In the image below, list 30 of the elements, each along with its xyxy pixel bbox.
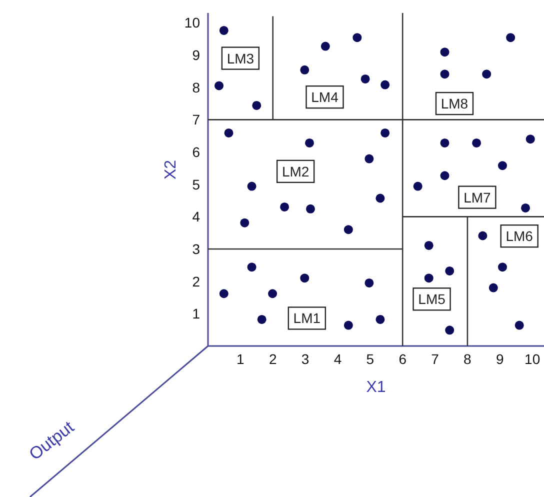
x-tick-label: 6 [398,350,407,367]
annotation: LM2 [282,163,310,180]
x-tick-label: 3 [301,350,310,367]
y-tick-label: 4 [192,208,200,225]
x-tick-label: 2 [268,350,277,367]
x-tick-label: 1 [236,350,245,367]
x-tick-label: 7 [431,350,440,367]
x-tick-label: 5 [366,350,374,367]
annotation: LM6 [506,228,534,244]
y-tick-label: 6 [192,144,200,160]
y-tick-label: 8 [192,79,200,96]
y-tick-label: 3 [192,240,200,257]
y-tick-label: 1 [192,306,200,322]
x-tick-label: 9 [496,350,504,367]
annotation: LM5 [418,291,446,308]
y-tick-label: 9 [192,47,200,63]
annotation: LM3 [226,50,254,66]
annotation: LM1 [293,310,321,326]
y-axis-title: X2 [162,160,180,180]
y-tick-label: 2 [192,273,200,290]
y-tick-label: 10 [184,14,200,31]
annotation: LM4 [311,89,339,106]
x-axis-title: X1 [366,379,386,396]
annotation: LM7 [464,189,492,206]
x-tick-label: 4 [334,350,342,367]
x-tick-label: 10 [524,350,540,367]
x-tick-label: 8 [464,350,472,367]
y-tick-label: 7 [192,112,200,128]
y-tick-label: 5 [192,176,200,192]
annotation: LM8 [440,96,468,112]
